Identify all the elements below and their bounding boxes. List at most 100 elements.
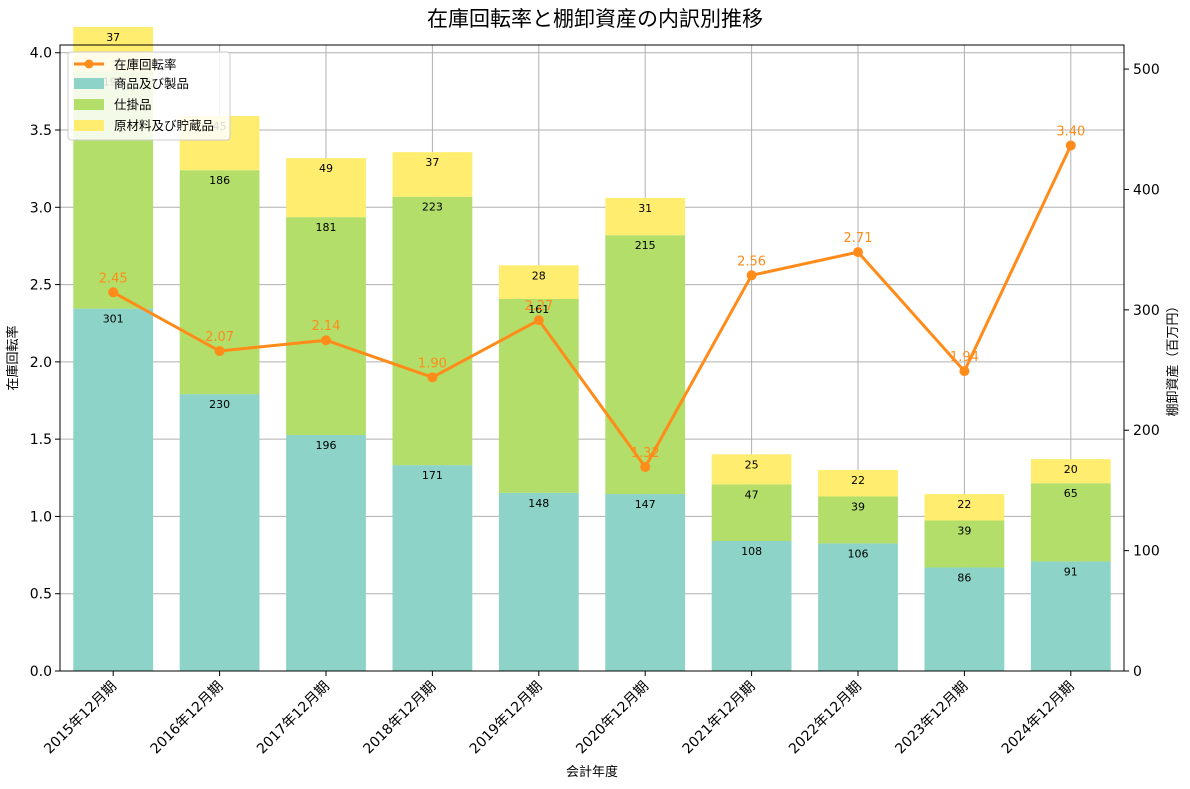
right-tick-label: 200: [1133, 423, 1160, 439]
bar-value-label: 301: [103, 313, 124, 326]
x-tick-label: 2018年12月期: [360, 679, 439, 758]
left-axis-label: 在庫回転率: [5, 325, 21, 390]
rate-value-label: 2.14: [312, 319, 341, 334]
rate-point: [108, 287, 119, 298]
bar-segment: [711, 454, 792, 485]
x-tick-label: 2021年12月期: [680, 679, 759, 758]
bar-value-label: 186: [209, 174, 230, 187]
bar-value-label: 171: [422, 469, 443, 482]
rate-value-label: 1.90: [418, 356, 447, 371]
bar-value-label: 37: [425, 156, 439, 169]
rate-value-label: 3.40: [1056, 124, 1085, 139]
rate-point: [853, 247, 863, 258]
bar-segment: [286, 435, 366, 671]
bar-segment: [605, 235, 686, 495]
legend-materials: 原材料及び貯蔵品: [114, 118, 214, 133]
right-axis-label: 棚卸資産（百万円）: [1165, 299, 1181, 416]
bar-segment: [286, 158, 366, 218]
bar-segment: [924, 494, 1005, 521]
legend-swatch-materials: [74, 120, 104, 131]
bar-segment: [818, 469, 898, 497]
bar-segment: [711, 484, 792, 541]
x-tick-label: 2016年12月期: [148, 679, 227, 758]
bar-segment: [392, 152, 473, 197]
rate-value-label: 1.32: [631, 446, 660, 461]
bar-segment: [179, 394, 260, 671]
rate-line-path: [112, 144, 1073, 469]
bar-value-label: 86: [957, 571, 971, 584]
left-tick-label: 4.0: [30, 46, 52, 62]
rate-value-label: 2.07: [205, 330, 234, 345]
bar-segment: [1030, 483, 1111, 562]
legend-marker-swatch: [84, 59, 94, 69]
x-tick-label: 2024年12月期: [999, 679, 1078, 758]
bar-value-label: 147: [635, 498, 656, 511]
bar-segment: [179, 170, 260, 395]
rate-point: [427, 372, 438, 383]
bars: [73, 26, 1111, 671]
x-tick-label: 2015年12月期: [41, 679, 120, 758]
left-axis: 0.0 0.5 1.0 1.5 2.0 2.5 3.0 3.5 4.0: [30, 46, 60, 680]
rate-value-label: 1.94: [950, 350, 979, 365]
bar-value-label: 49: [319, 162, 333, 175]
bar-value-label: 20: [1064, 463, 1078, 476]
bar-segment: [605, 494, 686, 671]
bar-value-label: 148: [528, 497, 549, 510]
bar-segment: [392, 465, 473, 671]
bar-value-label: 230: [209, 398, 230, 411]
rate-point: [746, 270, 757, 281]
bar-value-label: 223: [422, 201, 443, 214]
bar-value-label: 65: [1064, 487, 1078, 500]
bar-segment: [818, 543, 898, 671]
chart-title: 在庫回転率と棚卸資産の内訳別推移: [427, 7, 763, 31]
rate-point: [214, 346, 225, 357]
bar-value-label: 37: [106, 31, 120, 44]
legend-wip: 仕掛品: [114, 97, 152, 112]
legend-products: 商品及び製品: [114, 76, 189, 91]
bar-value-label: 39: [851, 500, 865, 513]
left-tick-label: 2.0: [30, 355, 52, 371]
bar-value-label: 22: [851, 474, 865, 487]
legend-box: [67, 51, 231, 141]
plot-frame: [59, 44, 1125, 672]
rate-value-label: 2.27: [524, 299, 553, 314]
bar-value-label: 196: [316, 439, 337, 452]
right-tick-label: 400: [1133, 182, 1160, 198]
bar-segment: [392, 196, 473, 466]
legend-rate: 在庫回転率: [114, 57, 177, 72]
bar-segment: [498, 492, 579, 671]
bar-value-label: 106: [848, 547, 869, 560]
bar-segment: [818, 496, 898, 544]
legend-swatch-wip: [74, 99, 104, 110]
rate-point: [1065, 140, 1076, 151]
rate-value-label: 2.56: [737, 254, 766, 269]
bar-value-label: 215: [635, 239, 656, 252]
bar-value-label: 22: [957, 498, 971, 511]
bar-value-label: 91: [1064, 565, 1078, 578]
bar-segment: [1030, 561, 1111, 671]
bar-segment: [286, 217, 366, 436]
bar-value-label: 108: [741, 545, 762, 558]
right-axis: 0 100 200 300 400 500: [1124, 62, 1160, 680]
left-tick-label: 1.0: [30, 509, 52, 525]
bar-value-label: 39: [957, 525, 971, 538]
x-tick-label: 2017年12月期: [254, 679, 333, 758]
rate-point: [321, 335, 331, 346]
rate-point: [533, 315, 544, 326]
left-tick-label: 0.5: [30, 587, 52, 603]
x-tick-label: 2020年12月期: [573, 679, 652, 758]
right-tick-label: 300: [1133, 303, 1160, 319]
bar-value-label: 28: [532, 269, 546, 282]
bar-segment: [924, 567, 1005, 671]
right-tick-label: 500: [1133, 62, 1160, 78]
bar-segment: [924, 520, 1005, 568]
x-axis-label: 会計年度: [566, 764, 618, 780]
bar-segment: [498, 265, 579, 300]
bar-segment: [605, 197, 686, 236]
rate-point: [640, 461, 651, 472]
bar-segment: [1030, 459, 1111, 484]
left-tick-label: 1.5: [30, 432, 52, 448]
bar-value-label: 181: [316, 221, 337, 234]
bar-value-label: 47: [745, 488, 759, 501]
